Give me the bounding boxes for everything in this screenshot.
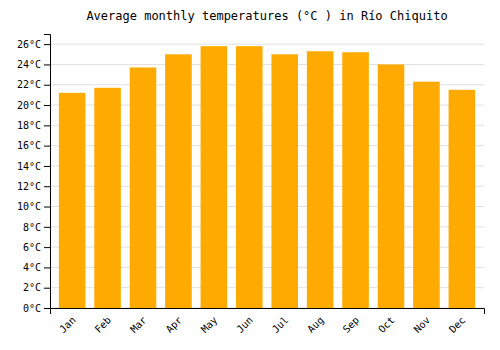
y-tick-label: 8°C — [23, 222, 41, 233]
grid-line — [50, 64, 484, 65]
y-tick-mark — [44, 207, 50, 208]
y-tick: 12°C — [17, 181, 50, 192]
y-tick-mark — [44, 247, 50, 248]
y-tick: 26°C — [17, 39, 50, 50]
x-tick: Oct — [376, 314, 397, 335]
bar — [307, 51, 334, 308]
x-tick: Aug — [305, 314, 326, 335]
y-tick: 20°C — [17, 100, 50, 111]
x-tick: Jul — [270, 314, 291, 335]
bar — [201, 46, 228, 308]
y-tick-mark — [44, 146, 50, 147]
y-tick-mark — [44, 267, 50, 268]
plot: Jan Feb Mar Apr May Jun Jul Aug Sep Oct Nov Dec 0°C 2… — [17, 35, 485, 335]
y-tick-label: 24°C — [17, 59, 41, 70]
chart-container: Jan Feb Mar Apr May Jun Jul Aug Sep Oct Nov Dec 0°C 2… — [0, 0, 500, 350]
x-tick-label: Sep — [341, 314, 362, 335]
x-tick-label: Oct — [376, 314, 397, 335]
bar — [130, 67, 157, 308]
y-tick: 24°C — [17, 59, 50, 70]
x-tick: Apr — [164, 314, 185, 335]
y-tick-mark — [44, 288, 50, 289]
y-tick-label: 18°C — [17, 120, 41, 131]
y-tick: 4°C — [23, 262, 50, 273]
bar — [449, 90, 476, 308]
y-tick-label: 12°C — [17, 181, 41, 192]
y-tick: 2°C — [23, 282, 50, 293]
y-tick-label: 16°C — [17, 140, 41, 151]
x-axis-line — [51, 309, 485, 315]
x-tick-label: Nov — [412, 314, 433, 335]
y-tick-label: 10°C — [17, 201, 41, 212]
bars — [59, 46, 475, 308]
x-tick-label: Dec — [447, 314, 468, 335]
y-tick-label: 2°C — [23, 282, 41, 293]
x-axis: Jan Feb Mar Apr May Jun Jul Aug Sep Oct Nov Dec — [51, 309, 485, 335]
y-axis-line — [44, 35, 51, 309]
y-tick-mark — [44, 308, 50, 309]
x-tick: Feb — [93, 314, 114, 335]
x-tick: Jan — [57, 314, 78, 335]
x-tick-label: Jun — [234, 314, 255, 335]
bar — [271, 54, 298, 308]
y-tick-label: 6°C — [23, 242, 41, 253]
x-tick-label: Feb — [93, 314, 114, 335]
chart-svg: Jan Feb Mar Apr May Jun Jul Aug Sep Oct Nov Dec 0°C 2… — [0, 0, 500, 350]
x-tick-label: Jul — [270, 314, 291, 335]
x-tick-label: Jan — [57, 314, 78, 335]
grid-line — [50, 44, 484, 45]
title: Average monthly temperatures (°C ) in Rí… — [86, 9, 447, 23]
y-tick: 18°C — [17, 120, 50, 131]
bar — [59, 93, 86, 308]
y-tick-label: 14°C — [17, 161, 41, 172]
y-tick: 0°C — [23, 303, 50, 314]
y-tick-mark — [44, 64, 50, 65]
y-tick-label: 4°C — [23, 262, 41, 273]
grid — [50, 44, 484, 308]
bar — [165, 54, 192, 308]
y-tick-mark — [44, 85, 50, 86]
x-tick-label: Mar — [128, 314, 149, 335]
x-tick-label: Apr — [164, 314, 185, 335]
bar — [413, 82, 440, 308]
x-tick: Mar — [128, 314, 149, 335]
y-tick: 14°C — [17, 161, 50, 172]
y-tick-mark — [44, 44, 50, 45]
y-tick: 8°C — [23, 222, 50, 233]
x-tick: Jun — [234, 314, 255, 335]
y-tick: 22°C — [17, 79, 50, 90]
y-tick: 10°C — [17, 201, 50, 212]
y-tick-label: 26°C — [17, 39, 41, 50]
x-tick: Nov — [412, 314, 433, 335]
y-tick-label: 20°C — [17, 100, 41, 111]
bar — [236, 46, 263, 308]
y-axis: 0°C 2°C 4°C 6°C 8°C 10°C 12°C 14°C 16°C 18°C 20°C 2… — [17, 35, 51, 314]
x-tick: Dec — [447, 314, 468, 335]
y-tick-label: 0°C — [23, 303, 41, 314]
x-tick: May — [199, 314, 220, 335]
y-tick-mark — [44, 105, 50, 106]
x-tick: Sep — [341, 314, 362, 335]
y-tick-mark — [44, 227, 50, 228]
x-tick-label: Aug — [305, 314, 326, 335]
bar — [94, 88, 121, 308]
y-tick-mark — [44, 166, 50, 167]
y-tick-mark — [44, 186, 50, 187]
y-tick: 6°C — [23, 242, 50, 253]
y-tick: 16°C — [17, 140, 50, 151]
bar — [378, 64, 405, 308]
bar — [342, 52, 369, 308]
y-tick-mark — [44, 125, 50, 126]
x-tick-label: May — [199, 314, 220, 335]
y-tick-label: 22°C — [17, 79, 41, 90]
